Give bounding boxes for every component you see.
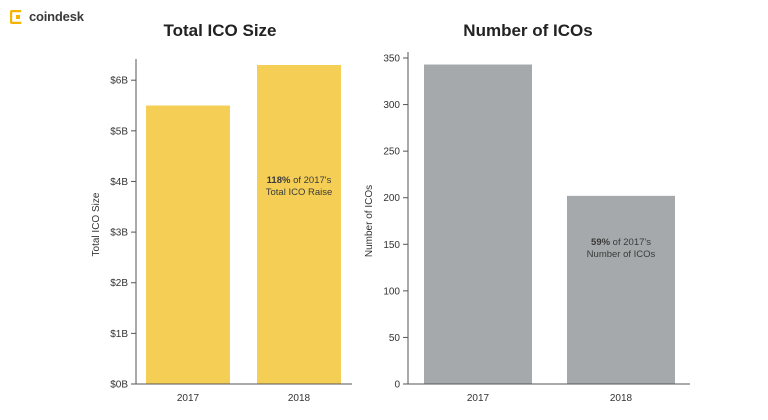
x-tick-label-2018: 2018 [288, 393, 311, 404]
x-tick-label-2017: 2017 [177, 393, 200, 404]
annotation-line-1: 59% of 2017's [591, 237, 651, 248]
y-tick-label: 250 [383, 147, 400, 158]
y-tick-label: $1B [110, 329, 128, 340]
y-tick-label: 100 [383, 286, 400, 297]
bar-2018 [257, 65, 341, 384]
y-tick-label: $5B [110, 126, 128, 137]
annotation-percent: 118% [267, 175, 291, 186]
y-tick-label: 350 [383, 54, 400, 65]
annotation-percent: 59% [591, 237, 611, 248]
y-tick-label: $0B [110, 380, 128, 391]
annotation-of-text: of 2017's [290, 175, 331, 186]
y-tick-label: 200 [383, 193, 400, 204]
x-tick-label-2017: 2017 [467, 393, 490, 404]
annotation-of-text: of 2017's [610, 237, 651, 248]
coindesk-logo-icon [10, 9, 22, 24]
y-axis-label-right: Number of ICOs [364, 185, 375, 257]
y-tick-label: 300 [383, 100, 400, 111]
bar-2018 [567, 195, 675, 384]
y-tick-label: $6B [110, 76, 128, 87]
y-tick-label: $4B [110, 177, 128, 188]
y-tick-label: 50 [389, 333, 401, 344]
brand-name: coindesk [29, 9, 84, 24]
brand: coindesk [10, 9, 84, 24]
y-tick-label: 150 [383, 240, 400, 251]
y-axis-label-left: Total ICO Size [91, 192, 102, 256]
annotation-line-2: Total ICO Raise [266, 187, 333, 198]
annotation-line-2: Number of ICOs [587, 249, 656, 260]
chart-title-number-of-icos: Number of ICOs [463, 21, 593, 40]
y-tick-label: $2B [110, 278, 128, 289]
y-tick-label: $3B [110, 228, 128, 239]
annotation-line-1: 118% of 2017's [267, 175, 332, 186]
bar-2017 [424, 64, 532, 385]
chart-total-ico-size: Total ICO Size $0B $1B $2B $3B $4B $5B $6B 2017 2… [91, 59, 352, 404]
y-tick-label: 0 [394, 380, 400, 391]
x-tick-label-2018: 2018 [610, 393, 633, 404]
chart-title-total-ico-size: Total ICO Size [163, 21, 277, 40]
bar-2017 [146, 105, 230, 384]
